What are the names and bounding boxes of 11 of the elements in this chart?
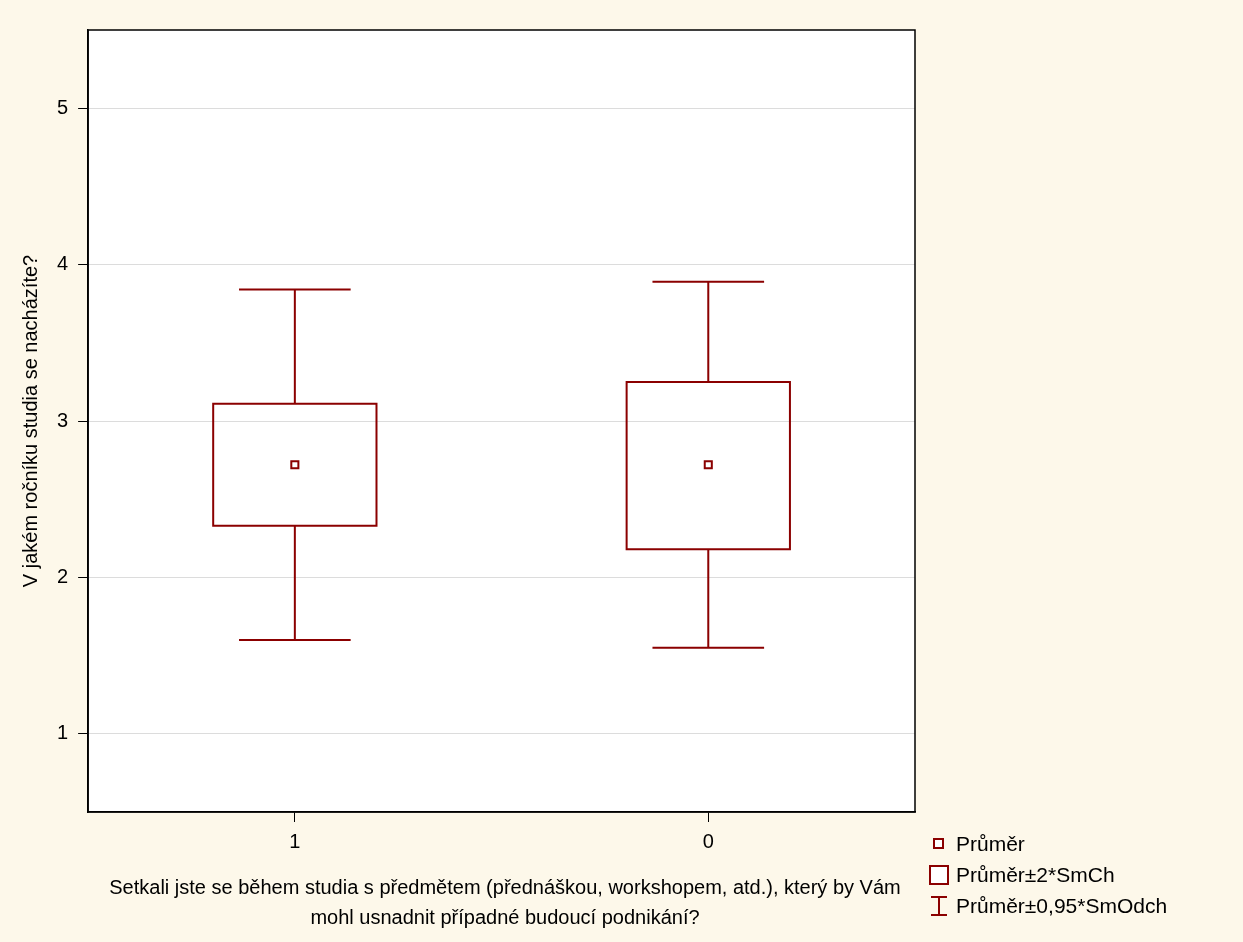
text: Průměr±2*SmCh — [956, 862, 1115, 887]
y-tick-label: 4 — [57, 252, 69, 275]
y-tick-label: 3 — [57, 408, 69, 431]
x-axis-title: Setkali jste se během studia s předmětem (přednáškou, workshopem, atd.), který by Vám mohl usnadnit případné budoucí podnikání? — [108, 875, 902, 930]
y-tick-label: 1 — [57, 721, 69, 744]
text: Průměr±0,95*SmOdch — [956, 893, 1168, 918]
text: Průměr — [956, 831, 1025, 856]
y-axis-title: V jakém ročníku studia se nacházíte? — [18, 254, 41, 588]
y-tick-label: 5 — [57, 95, 69, 118]
x-tick-label: 0 — [702, 829, 714, 852]
y-tick-label: 2 — [57, 564, 69, 587]
